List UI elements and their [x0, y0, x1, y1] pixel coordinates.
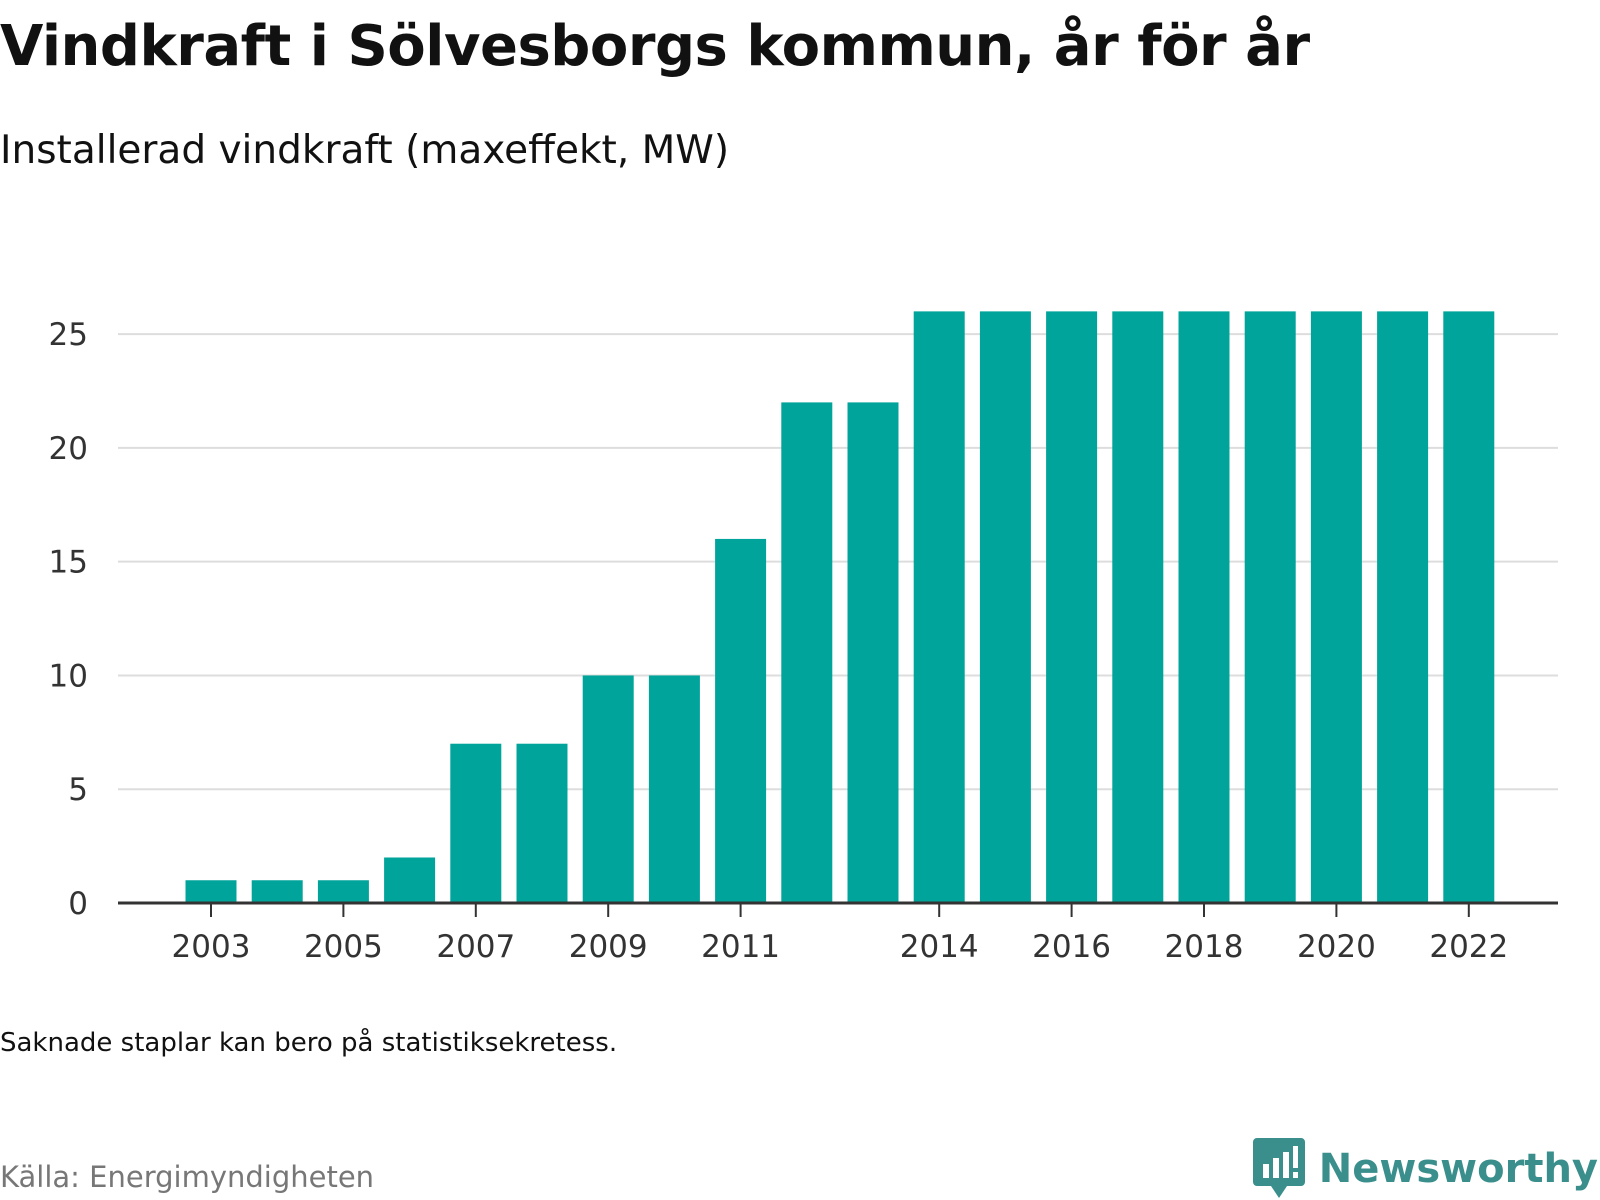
y-tick-label: 15	[49, 545, 88, 581]
x-tick-label: 2011	[701, 929, 780, 965]
x-tick-label: 2009	[569, 929, 648, 965]
bar-2008	[516, 743, 568, 903]
bars	[185, 311, 1495, 904]
bar-2003	[185, 880, 237, 903]
bar-2016	[1046, 311, 1098, 904]
y-tick-label: 5	[68, 772, 88, 808]
footnote: Saknade staplar kan bero på statistiksek…	[0, 1028, 618, 1058]
y-tick-label: 25	[49, 317, 88, 353]
chart-subtitle: Installerad vindkraft (maxeffekt, MW)	[0, 128, 730, 173]
bar-2022	[1443, 311, 1495, 904]
y-tick-label: 0	[68, 886, 88, 922]
x-tick-label: 2016	[1032, 929, 1111, 965]
bar-2018	[1178, 311, 1230, 904]
x-tick-label: 2020	[1297, 929, 1376, 965]
bar-2011	[715, 538, 767, 903]
bar-2017	[1112, 311, 1164, 904]
bar-chart: 0 5 10 15 20 25 2003 2005 2007 2009 2011 2014 2016 20…	[49, 311, 1558, 965]
x-tick-label: 2022	[1429, 929, 1508, 965]
x-tick-label: 2003	[172, 929, 251, 965]
x-tick-label: 2007	[436, 929, 515, 965]
bar-2013	[847, 402, 899, 903]
bar-2004	[251, 880, 303, 903]
source-credit: Källa: Energimyndigheten	[0, 1160, 375, 1194]
chart-title: Vindkraft i Sölvesborgs kommun, år för å…	[0, 14, 1310, 79]
x-tick-label: 2018	[1165, 929, 1244, 965]
bar-2012	[781, 402, 833, 903]
bar-2015	[979, 311, 1031, 904]
bar-2005	[317, 880, 369, 903]
bar-2014	[913, 311, 965, 904]
y-tick-label: 20	[49, 431, 88, 467]
bar-2020	[1310, 311, 1362, 904]
newsworthy-logo-icon	[1252, 1138, 1305, 1198]
bar-2019	[1244, 311, 1296, 904]
x-tick-label: 2014	[900, 929, 979, 965]
bar-2009	[582, 675, 634, 903]
bar-2010	[648, 675, 700, 903]
bar-2006	[384, 857, 436, 903]
y-tick-label: 10	[49, 658, 88, 694]
x-tick-label: 2005	[304, 929, 383, 965]
axes: 0 5 10 15 20 25 2003 2005 2007 2009 2011 2014 2016 20…	[49, 317, 1558, 965]
brand-name: Newsworthy	[1318, 1146, 1598, 1192]
bar-2021	[1377, 311, 1429, 904]
brand-logo: Newsworthy	[1252, 1138, 1598, 1200]
bar-2007	[450, 743, 502, 903]
